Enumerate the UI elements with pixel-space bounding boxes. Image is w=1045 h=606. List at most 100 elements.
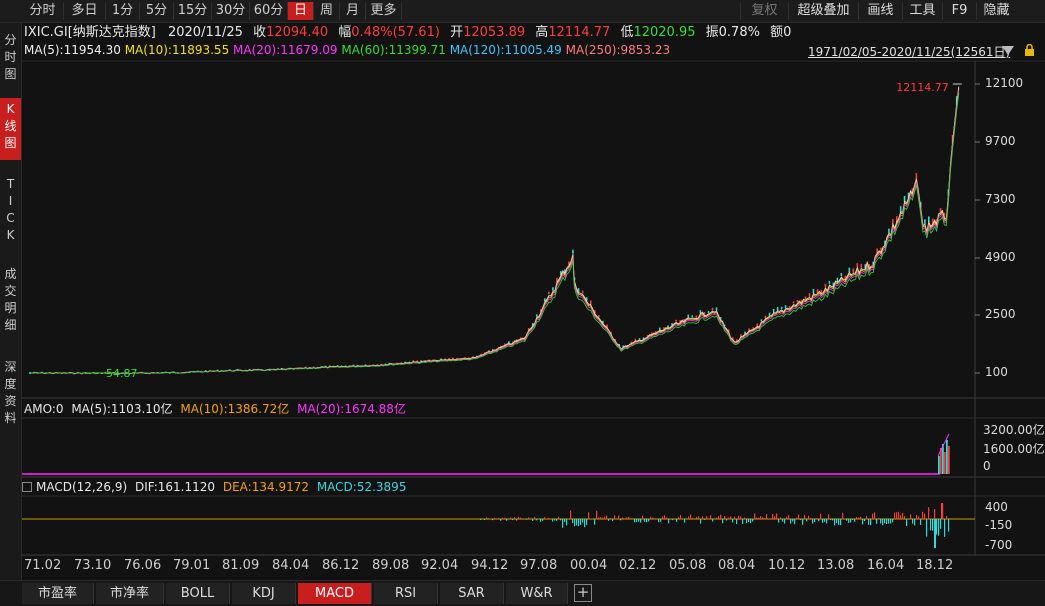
macd-bar (790, 519, 791, 524)
macd-bar (552, 519, 553, 522)
macd-bar (840, 519, 841, 525)
candle (841, 273, 843, 276)
macd-bar (770, 518, 771, 519)
macd-bar (744, 518, 745, 519)
macd-bar (890, 519, 891, 523)
macd-bar (914, 519, 915, 525)
macd-bar (580, 519, 581, 525)
macd-bar (940, 519, 941, 529)
macd-bar (752, 519, 753, 522)
macd-bar (722, 519, 723, 523)
macd-bar (900, 515, 901, 519)
candle (716, 307, 718, 310)
macd-bar (606, 516, 607, 519)
macd-bar (536, 519, 537, 520)
add-indicator-button[interactable]: + (574, 584, 592, 602)
indicator-tab-2[interactable]: BOLL (166, 583, 230, 604)
macd-bar (658, 519, 659, 522)
macd-bar (800, 519, 801, 520)
macd-bar (712, 519, 713, 522)
macd-bar (572, 519, 573, 523)
macd-bar (832, 519, 833, 520)
macd-bar (928, 507, 929, 519)
macd-bar (700, 519, 701, 524)
candle (691, 315, 693, 317)
date-tick-label: 76.06 (124, 558, 161, 573)
macd-bar (788, 515, 789, 519)
macd-bar (892, 519, 893, 522)
macd-bar (764, 518, 765, 519)
macd-bar (878, 518, 879, 519)
max-annotation: 12114.77 (896, 81, 949, 94)
macd-bar (870, 519, 871, 525)
macd-bar (548, 518, 549, 519)
macd-bar (774, 516, 775, 519)
macd-bar (566, 519, 567, 525)
date-tick-label: 86.12 (322, 558, 359, 573)
macd-bar (598, 517, 599, 519)
macd-bar (528, 517, 529, 519)
macd-bar (856, 517, 857, 519)
macd-bar (896, 512, 897, 519)
macd-bar (534, 517, 535, 519)
indicator-tab-4[interactable]: MACD (298, 583, 372, 604)
macd-bar (674, 518, 675, 519)
candle (572, 250, 574, 254)
date-tick-label: 89.08 (372, 558, 409, 573)
macd-bar (872, 514, 873, 519)
volume-bar (948, 446, 950, 474)
macd-bar (646, 519, 647, 522)
candles (29, 96, 957, 374)
macd-bar (780, 517, 781, 519)
macd-bar (596, 511, 597, 519)
macd-bar (518, 517, 519, 519)
indicator-tab-1[interactable]: 市净率 (96, 583, 164, 604)
macd-bar (932, 519, 933, 531)
macd-bar (766, 514, 767, 519)
macd-bar (484, 519, 485, 520)
macd-bar (756, 517, 757, 519)
amo-tick-label: 1600.00亿 (983, 440, 1045, 457)
macd-bar (946, 516, 947, 519)
macd-bar (480, 519, 481, 520)
indicator-tab-3[interactable]: KDJ (232, 583, 296, 604)
macd-bar (500, 519, 501, 521)
macd-bar (746, 519, 747, 523)
macd-bar (644, 519, 645, 522)
ma5-line (30, 87, 959, 374)
macd-bar (804, 515, 805, 519)
macd-bar (578, 519, 579, 526)
macd-bar (886, 519, 887, 524)
candle (548, 292, 550, 294)
macd-bar (672, 519, 673, 520)
indicator-tab-7[interactable]: W&R (506, 583, 568, 604)
macd-bar (488, 518, 489, 519)
macd-bar (898, 512, 899, 519)
macd-bar (728, 518, 729, 519)
macd-bar (504, 518, 505, 519)
macd-bar (824, 519, 825, 522)
macd-bar (678, 517, 679, 519)
amo-tick-label: 3200.00亿 (983, 421, 1045, 438)
price-tick-label: 100 (985, 365, 1008, 379)
date-tick-label: 18.12 (916, 558, 953, 573)
macd-bar (570, 510, 571, 519)
macd-bar (542, 519, 543, 521)
macd-bar (810, 518, 811, 519)
macd-bar (738, 516, 739, 519)
ma60-line (30, 93, 959, 374)
macd-bar (688, 516, 689, 519)
macd-bar (828, 514, 829, 519)
macd-tick-label: -700 (985, 538, 1012, 552)
indicator-tab-0[interactable]: 市盈率 (22, 583, 94, 604)
macd-bar (850, 519, 851, 522)
macd-bar (944, 519, 945, 537)
macd-bar (798, 514, 799, 519)
macd-bar (820, 514, 821, 519)
indicator-tab-5[interactable]: RSI (374, 583, 438, 604)
macd-bar (576, 519, 577, 525)
candle (536, 314, 538, 316)
indicator-tab-6[interactable]: SAR (440, 583, 504, 604)
